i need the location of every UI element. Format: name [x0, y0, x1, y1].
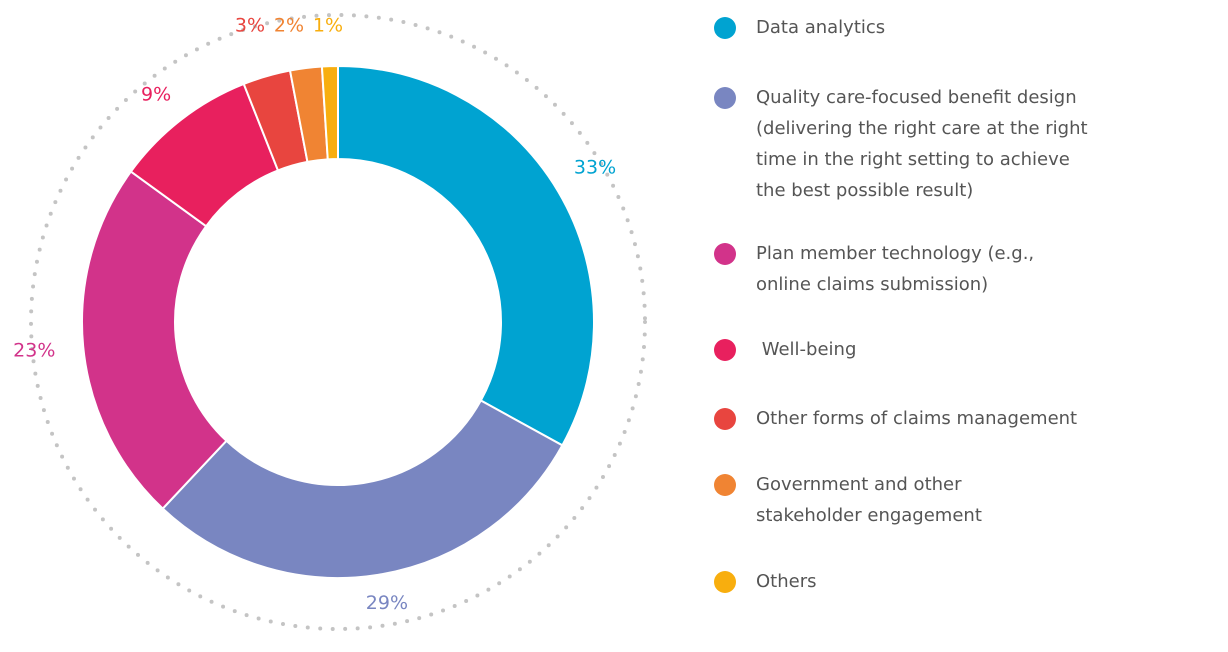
percentage-labels: 33% 29% 23% 9% 3% 2% 1% — [13, 15, 616, 614]
legend-swatch-5 — [714, 474, 736, 496]
legend-label-1: Quality care-focused benefit design (deli… — [756, 87, 1088, 201]
legend-label-6: Others — [756, 571, 817, 592]
donut-chart: 33% 29% 23% 9% 3% 2% 1% — [13, 13, 647, 631]
percentage-label-3: 9% — [141, 84, 171, 106]
legend-swatch-1 — [714, 87, 736, 109]
legend-swatch-4 — [714, 408, 736, 430]
legend-label-0: Data analytics — [756, 17, 886, 38]
legend-label-5: Government and other stakeholder engageme… — [756, 474, 982, 526]
legend: Data analytics Quality care-focused benef… — [714, 0, 1214, 652]
percentage-label-0: 33% — [574, 156, 616, 178]
percentage-label-2: 23% — [13, 340, 55, 362]
percentage-label-5: 2% — [274, 15, 304, 37]
donut-slice-1 — [161, 399, 564, 579]
donut-slices — [81, 64, 595, 579]
percentage-label-1: 29% — [366, 592, 408, 614]
dotted-outer-ring — [29, 13, 647, 631]
legend-label-3: Well-being — [756, 339, 857, 360]
legend-swatch-0 — [714, 17, 736, 39]
percentage-label-6: 1% — [313, 15, 343, 37]
legend-swatch-2 — [714, 243, 736, 265]
legend-swatch-6 — [714, 571, 736, 593]
legend-swatch-3 — [714, 339, 736, 361]
percentage-label-4: 3% — [235, 15, 265, 37]
donut-slice-2 — [81, 170, 228, 511]
donut-slice-6 — [320, 64, 339, 161]
legend-label-4: Other forms of claims management — [756, 408, 1078, 429]
legend-label-2: Plan member technology (e.g., online clai… — [756, 243, 1035, 295]
donut-slice-0 — [337, 64, 595, 447]
